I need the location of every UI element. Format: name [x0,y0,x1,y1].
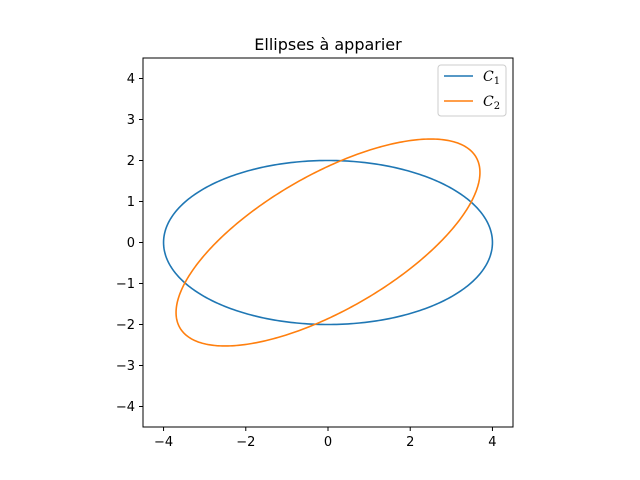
x-axis: −4 −2 0 2 4 [154,427,497,450]
y-tick-label: −2 [116,318,135,333]
y-tick-label: 3 [127,113,135,128]
y-tick-label: 0 [127,236,135,251]
y-tick-label: −3 [116,359,135,374]
x-tick-label: 4 [488,435,496,450]
x-tick-label: 0 [324,435,332,450]
x-tick-label: 2 [406,435,414,450]
legend-label-c2: C2 [483,94,500,112]
plot-area: −4 −2 0 2 4 −4 −3 −2 −1 0 1 2 3 4 [116,57,514,450]
y-tick-label: −1 [116,277,135,292]
x-tick-label: −4 [154,435,173,450]
series-curve-c1 [162,159,494,326]
y-tick-label: 4 [127,72,135,87]
y-tick-label: 2 [127,154,135,169]
x-tick-label: −2 [236,435,255,450]
legend: C1 C2 [437,64,507,117]
legend-box [437,64,507,117]
y-axis: −4 −3 −2 −1 0 1 2 3 4 [116,72,143,415]
legend-label-c1: C1 [483,69,500,87]
curves-group [162,138,494,347]
y-tick-label: 1 [127,195,135,210]
y-tick-label: −4 [116,400,135,415]
chart-title: Ellipses à apparier [254,35,402,54]
series-curve-c2 [175,138,481,347]
